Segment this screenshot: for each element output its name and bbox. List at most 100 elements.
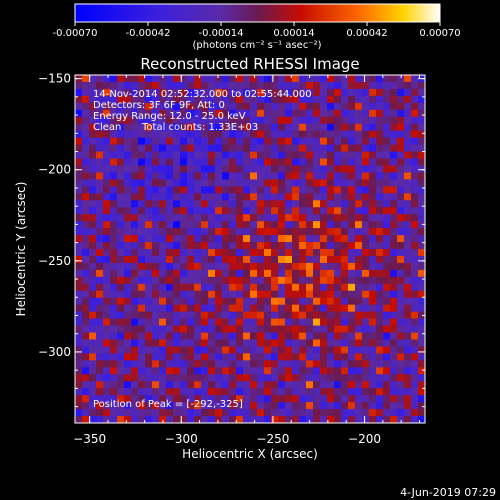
- heatmap-cell: [278, 235, 286, 243]
- heatmap-cell: [145, 81, 153, 90]
- heatmap-cell: [250, 165, 258, 173]
- heatmap-cell: [264, 388, 272, 396]
- heatmap-cell: [222, 158, 230, 166]
- heatmap-cell: [103, 249, 111, 257]
- heatmap-cell: [173, 144, 181, 152]
- heatmap-cell: [397, 276, 405, 285]
- heatmap-cell: [75, 242, 83, 250]
- heatmap-cell: [96, 242, 104, 250]
- heatmap-cell: [236, 283, 244, 292]
- heatmap-cell: [82, 102, 90, 111]
- heatmap-cell: [103, 207, 111, 215]
- heatmap-cell: [369, 165, 377, 173]
- heatmap-cell: [306, 381, 314, 389]
- heatmap-cell: [96, 95, 104, 104]
- heatmap-cell: [306, 200, 314, 208]
- heatmap-cell: [383, 283, 391, 292]
- heatmap-cell: [215, 367, 223, 375]
- heatmap-cell: [271, 200, 279, 208]
- heatmap-cell: [166, 346, 174, 354]
- heatmap-cell: [131, 325, 139, 333]
- heatmap-cell: [187, 255, 195, 264]
- heatmap-cell: [180, 172, 188, 180]
- heatmap-cell: [250, 207, 258, 215]
- heatmap-cell: [75, 255, 83, 264]
- heatmap-cell: [138, 402, 146, 410]
- heatmap-cell: [418, 179, 425, 187]
- heatmap-cell: [411, 276, 419, 285]
- heatmap-cell: [313, 374, 321, 382]
- heatmap-cell: [355, 416, 363, 423]
- heatmap-cell: [222, 262, 230, 271]
- heatmap-cell: [250, 158, 258, 166]
- heatmap-cell: [404, 151, 412, 159]
- heatmap-cell: [173, 402, 181, 410]
- heatmap-cell: [299, 304, 307, 313]
- heatmap-cell: [257, 339, 265, 347]
- heatmap-cell: [320, 409, 328, 417]
- heatmap-cell: [362, 207, 370, 215]
- heatmap-cell: [236, 311, 244, 319]
- heatmap-cell: [369, 75, 377, 83]
- heatmap-cell: [264, 193, 272, 201]
- heatmap-cell: [390, 179, 398, 187]
- heatmap-cell: [103, 158, 111, 166]
- heatmap-cell: [152, 207, 160, 215]
- heatmap-cell: [152, 318, 160, 326]
- heatmap-cell: [124, 214, 132, 222]
- heatmap-cell: [96, 88, 104, 97]
- heatmap-cell: [292, 409, 300, 417]
- heatmap-cell: [236, 325, 244, 333]
- heatmap-cell: [383, 325, 391, 333]
- heatmap-cell: [187, 360, 195, 368]
- heatmap-cell: [313, 172, 321, 180]
- heatmap-cell: [320, 228, 328, 236]
- heatmap-cell: [166, 88, 174, 97]
- heatmap-cell: [243, 158, 251, 166]
- heatmap-cell: [271, 360, 279, 368]
- heatmap-cell: [278, 151, 286, 159]
- heatmap-cell: [229, 116, 237, 125]
- heatmap-cell: [180, 95, 188, 104]
- heatmap-cell: [320, 207, 328, 215]
- heatmap-cell: [341, 193, 349, 201]
- heatmap-cell: [159, 402, 167, 410]
- heatmap-cell: [75, 207, 83, 215]
- heatmap-cell: [243, 137, 251, 145]
- heatmap-cell: [131, 276, 139, 285]
- heatmap-cell: [341, 158, 349, 166]
- heatmap-cell: [383, 158, 391, 166]
- heatmap-cell: [243, 325, 251, 333]
- heatmap-cell: [313, 151, 321, 159]
- heatmap-cell: [236, 221, 244, 229]
- heatmap-cell: [376, 179, 384, 187]
- heatmap-cell: [75, 200, 83, 208]
- heatmap-cell: [236, 304, 244, 313]
- heatmap-cell: [341, 395, 349, 403]
- heatmap-cell: [271, 137, 279, 145]
- colorbar-tick-label: -0.00014: [199, 28, 244, 39]
- heatmap-cell: [236, 242, 244, 250]
- heatmap-cell: [404, 109, 412, 118]
- heatmap-cell: [327, 249, 335, 257]
- heatmap-cell: [348, 409, 356, 417]
- heatmap-cell: [292, 339, 300, 347]
- heatmap-cell: [341, 325, 349, 333]
- heatmap-cell: [264, 235, 272, 243]
- heatmap-cell: [285, 249, 293, 257]
- heatmap-cell: [208, 81, 216, 90]
- heatmap-cell: [89, 235, 97, 243]
- heatmap-cell: [82, 325, 90, 333]
- heatmap-cell: [327, 109, 335, 118]
- heatmap-cell: [96, 262, 104, 271]
- heatmap-cell: [334, 151, 342, 159]
- heatmap-cell: [82, 221, 90, 229]
- heatmap-cell: [362, 186, 370, 194]
- heatmap-cell: [334, 88, 342, 97]
- heatmap-cell: [103, 137, 111, 145]
- heatmap-cell: [110, 144, 118, 152]
- heatmap-cell: [187, 388, 195, 396]
- heatmap-cell: [271, 193, 279, 201]
- heatmap-cell: [299, 186, 307, 194]
- heatmap-cell: [194, 130, 202, 139]
